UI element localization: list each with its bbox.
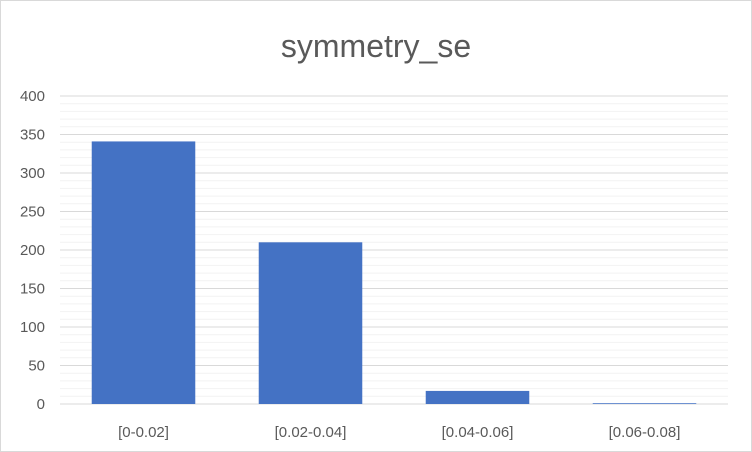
y-tick-label: 100 (20, 319, 45, 336)
y-tick-label: 150 (20, 281, 45, 298)
chart-title: symmetry_se (280, 28, 472, 64)
y-tick-label: 50 (28, 358, 45, 375)
y-tick-label: 350 (20, 127, 45, 144)
bar (592, 403, 697, 404)
y-tick-label: 0 (37, 396, 45, 413)
bars (91, 141, 697, 404)
y-axis-ticks: 0 50 100 150 200 250 300 350 400 (20, 88, 45, 413)
bar (425, 390, 530, 404)
bar (258, 242, 363, 404)
x-tick-label: [0.04-0.06] (442, 424, 514, 441)
y-tick-label: 200 (20, 242, 45, 259)
bar (91, 141, 196, 404)
x-tick-label: [0-0.02] (118, 424, 169, 441)
x-tick-label: [0.06-0.08] (609, 424, 681, 441)
y-tick-label: 400 (20, 88, 45, 105)
y-tick-label: 300 (20, 165, 45, 182)
x-tick-label: [0.02-0.04] (275, 424, 347, 441)
x-axis-ticks: [0-0.02] [0.02-0.04] [0.04-0.06] [0.06-0.08… (118, 424, 680, 441)
y-tick-label: 250 (20, 204, 45, 221)
